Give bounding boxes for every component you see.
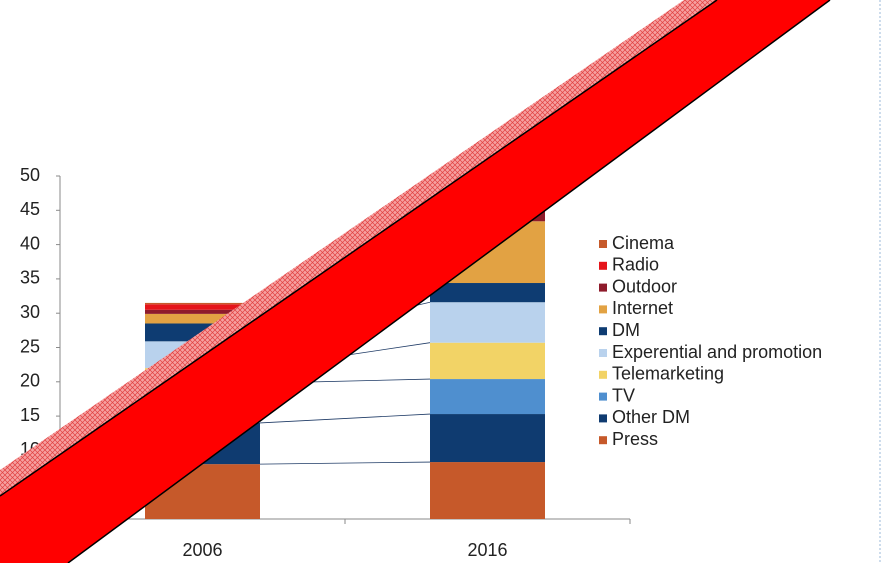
y-tick-label: 25 (20, 336, 40, 356)
legend-label: DM (612, 320, 640, 340)
bar-segment (430, 343, 545, 379)
legend-swatch (599, 240, 607, 248)
connector (260, 414, 430, 423)
legend-label: Cinema (612, 233, 675, 253)
legend-label: Outdoor (612, 276, 677, 296)
legend-swatch (599, 262, 607, 270)
connector (260, 462, 430, 464)
x-tick-label: 2006 (182, 540, 222, 560)
y-tick-label: 30 (20, 302, 40, 322)
legend-label: Experential and promotion (612, 342, 822, 362)
legend-swatch (599, 393, 607, 401)
legend-swatch (599, 371, 607, 379)
legend-label: Press (612, 429, 658, 449)
legend-swatch (599, 284, 607, 292)
red-stripe (0, 0, 830, 563)
legend-label: TV (612, 385, 635, 405)
legend-swatch (599, 436, 607, 444)
legend-label: Radio (612, 255, 659, 275)
y-tick-label: 40 (20, 233, 40, 253)
legend-label: Internet (612, 298, 673, 318)
legend-label: Other DM (612, 407, 690, 427)
legend-label: Telemarketing (612, 364, 724, 384)
legend-swatch (599, 414, 607, 422)
chart: 510152025303540455020062016PressOther DM… (0, 0, 893, 563)
y-tick-label: 45 (20, 199, 40, 219)
y-tick-label: 20 (20, 371, 40, 391)
page: {"chart_data": {"type": "stacked_bar", "… (0, 0, 893, 563)
y-tick-label: 15 (20, 405, 40, 425)
x-tick-label: 2016 (467, 540, 507, 560)
bar-segment (430, 283, 545, 302)
legend-swatch (599, 349, 607, 357)
y-tick-label: 50 (20, 165, 40, 185)
y-tick-label: 35 (20, 268, 40, 288)
legend-swatch (599, 305, 607, 313)
bar-segment (430, 379, 545, 414)
bar-segment (430, 414, 545, 462)
bar-segment (430, 462, 545, 519)
legend-swatch (599, 327, 607, 335)
stripe-edge (0, 0, 717, 496)
bar-segment (430, 302, 545, 342)
